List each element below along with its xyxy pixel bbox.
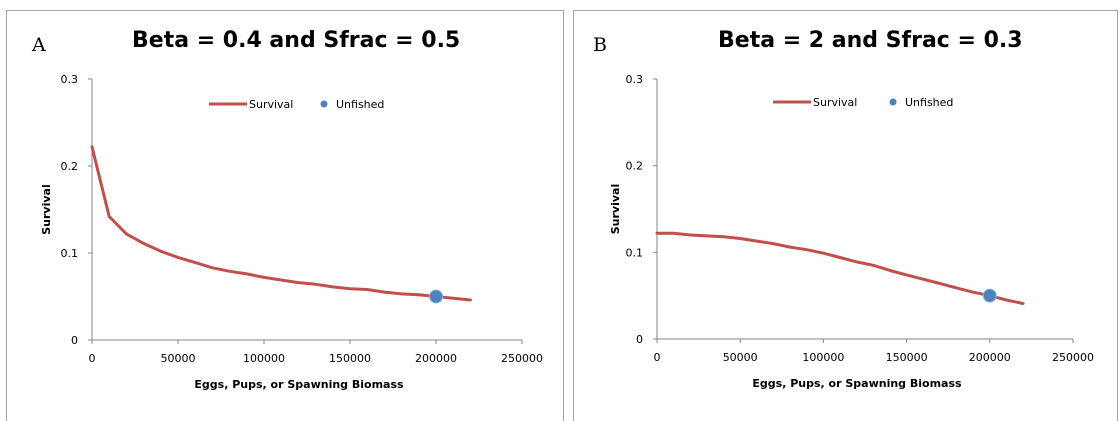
y-tick-label: 0.3 xyxy=(626,73,644,86)
plot-area: 0 0.1 0.2 0.3 0 50000 100000 150000 200000 250000… xyxy=(40,73,543,391)
x-tick-label: 250000 xyxy=(1052,351,1094,364)
chart-title: Beta = 0.4 and Sfrac = 0.5 xyxy=(132,28,461,53)
chart-title: Beta = 2 and Sfrac = 0.3 xyxy=(718,28,1023,53)
x-axis-title: Eggs, Pups, or Spawning Biomass xyxy=(752,377,962,390)
data-point-unfished xyxy=(982,288,997,303)
y-tick-label: 0.1 xyxy=(61,247,79,260)
x-tick-label: 50000 xyxy=(723,351,758,364)
x-tick-label: 0 xyxy=(89,352,96,365)
y-axis-title: Survival xyxy=(40,184,53,234)
chart-panel-a: A Beta = 0.4 and Sfrac = 0.5 0 0.1 0.2 0.3 0… xyxy=(6,0,564,421)
x-tick-label: 200000 xyxy=(969,351,1011,364)
legend-label-unfished: Unfished xyxy=(336,98,384,111)
x-tick-label: 0 xyxy=(654,351,661,364)
legend-label-survival: Survival xyxy=(813,96,857,109)
chart-frame xyxy=(6,10,564,421)
x-tick-label: 50000 xyxy=(161,352,196,365)
x-tick-label: 150000 xyxy=(329,352,371,365)
chart-panel-b: B Beta = 2 and Sfrac = 0.3 0 0.1 0.2 0.3 0 50… xyxy=(573,0,1118,421)
x-axis-title: Eggs, Pups, or Spawning Biomass xyxy=(194,378,404,391)
y-axis-title: Survival xyxy=(609,184,622,234)
legend-swatch-unfished xyxy=(889,98,897,106)
x-tick-label: 100000 xyxy=(802,351,844,364)
series-line-survival xyxy=(90,145,472,302)
panel-label: B xyxy=(593,34,607,56)
x-tick-label: 100000 xyxy=(243,352,285,365)
y-tick-label: 0.2 xyxy=(61,160,79,173)
panel-label: A xyxy=(32,34,46,56)
plot-area: 0 0.1 0.2 0.3 0 50000 100000 150000 200000 250000… xyxy=(609,73,1094,390)
y-tick-label: 0 xyxy=(636,333,643,346)
y-tick-label: 0 xyxy=(71,334,78,347)
data-point-unfished xyxy=(429,289,443,304)
series-line-survival xyxy=(655,231,1025,305)
x-tick-label: 250000 xyxy=(501,352,543,365)
x-tick-label: 200000 xyxy=(415,352,457,365)
y-tick-label: 0.3 xyxy=(61,73,79,86)
legend-label-unfished: Unfished xyxy=(905,96,953,109)
y-tick-label: 0.1 xyxy=(626,246,644,259)
x-tick-label: 150000 xyxy=(886,351,928,364)
chart-frame xyxy=(573,10,1118,421)
legend-label-survival: Survival xyxy=(249,98,293,111)
legend-swatch-unfished xyxy=(320,100,328,108)
y-tick-label: 0.2 xyxy=(626,160,644,173)
